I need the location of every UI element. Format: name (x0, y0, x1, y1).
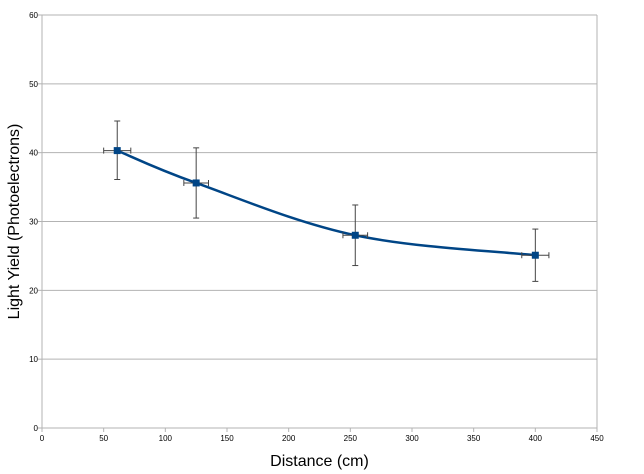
data-point-marker (192, 179, 200, 187)
y-tick-label: 40 (29, 149, 38, 158)
y-tick-label: 30 (29, 218, 38, 227)
x-tick-label: 300 (405, 434, 419, 443)
series-line (116, 149, 536, 257)
y-axis-title: Light Yield (Photoelectrons) (6, 124, 23, 320)
x-tick-label: 400 (529, 434, 543, 443)
x-tick-label: 250 (344, 434, 358, 443)
x-tick-label: 100 (159, 434, 173, 443)
x-tick-label: 50 (99, 434, 108, 443)
data-point-marker (351, 231, 359, 239)
x-tick-label: 0 (40, 434, 45, 443)
y-tick-label: 20 (29, 286, 38, 295)
y-tick-label: 60 (29, 11, 38, 20)
tick-labels: 0 10 20 30 40 50 60 0 50 100 150 200 250 300 350 400 450 (29, 11, 604, 443)
x-tick-label: 150 (220, 434, 234, 443)
x-axis-title: Distance (cm) (270, 453, 369, 470)
gridlines (42, 14, 597, 360)
data-series (103, 120, 550, 282)
x-tick-label: 200 (282, 434, 296, 443)
x-tick-label: 350 (467, 434, 481, 443)
x-tick-label: 450 (590, 434, 604, 443)
y-tick-label: 10 (29, 355, 38, 364)
data-point-marker (113, 147, 121, 155)
y-tick-label: 0 (34, 424, 39, 433)
data-point-marker (531, 251, 539, 259)
axes (38, 14, 598, 432)
y-tick-label: 50 (29, 80, 38, 89)
